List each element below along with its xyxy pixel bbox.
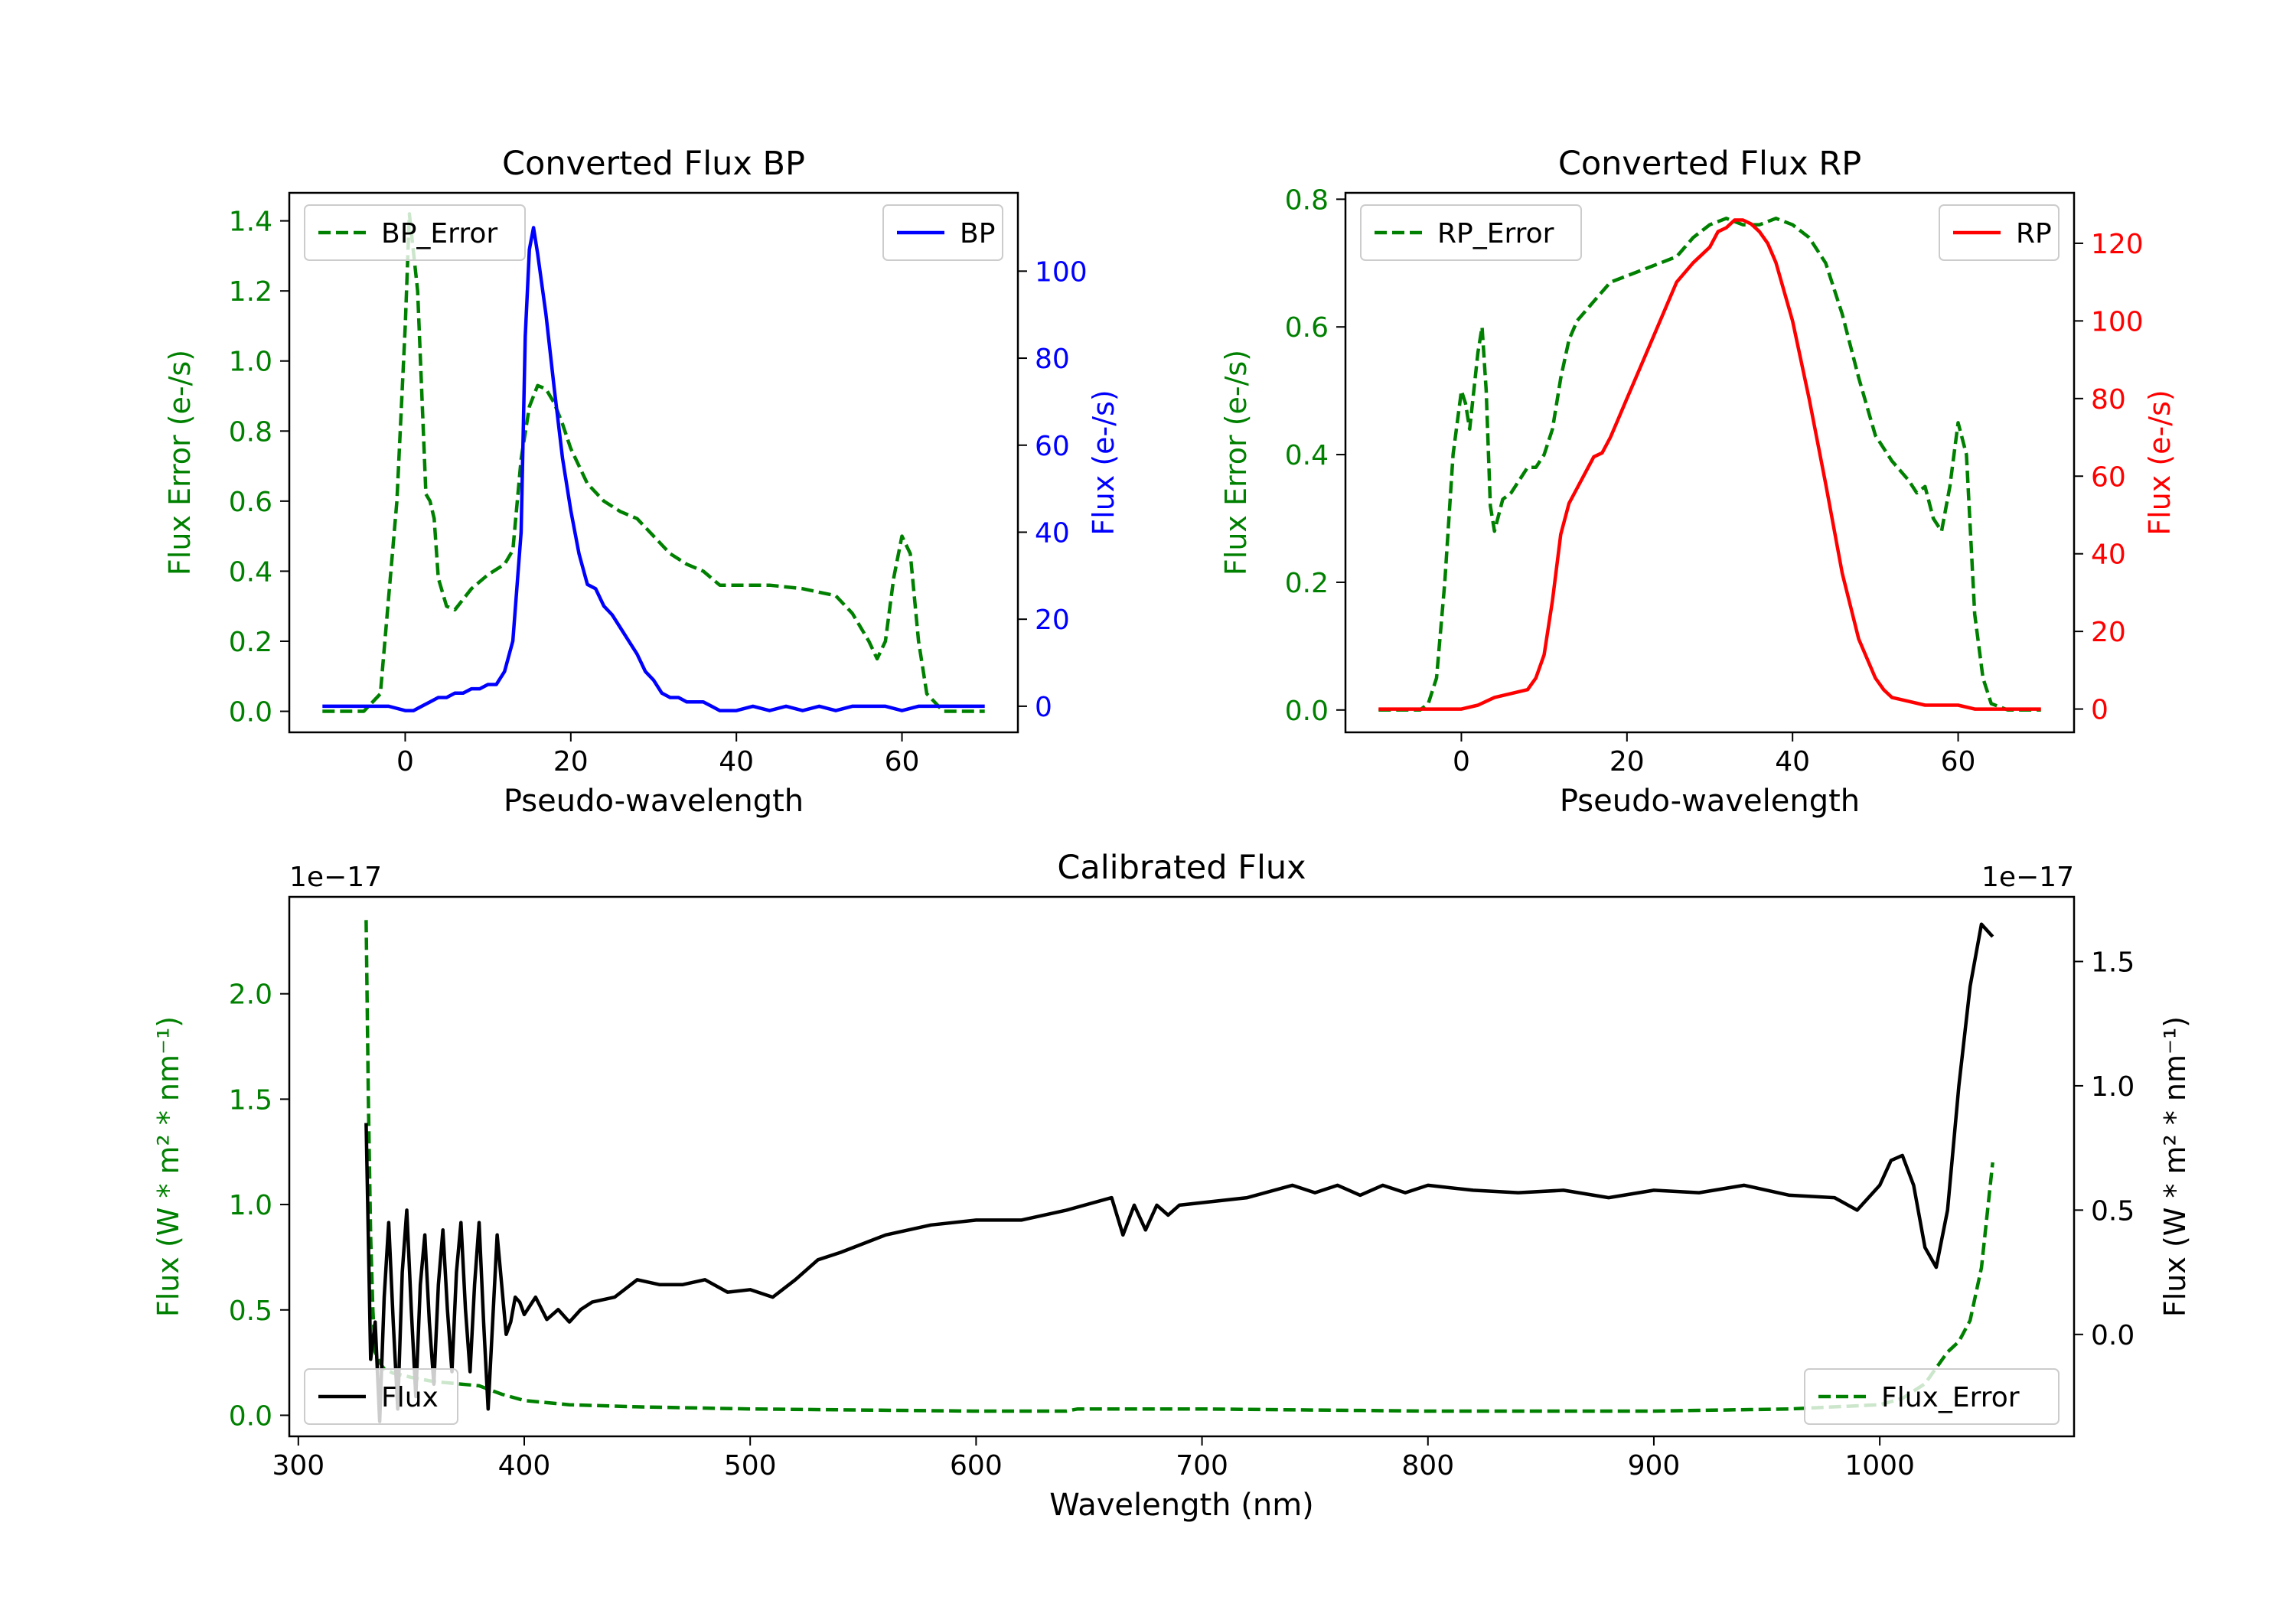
bp-title: Converted Flux BP [502,145,805,183]
bp-ytick-left-label: 0.4 [229,556,272,588]
cal-xtick-label: 500 [724,1450,777,1482]
cal-ytick-left-label: 2.0 [229,980,272,1011]
bp-xtick-label: 40 [719,746,754,777]
rp-legend-right: RP [1939,204,2060,261]
rp-legend-right-label: RP [2016,218,2052,249]
bp-ytick-left-label: 0.0 [229,697,272,729]
bp-legend-right-label: BP [960,218,995,249]
cal-ytick-left-label: 1.5 [229,1084,272,1116]
bp-ytick-right-label: 100 [1035,256,1088,288]
cal-ylabel-left: Flux (W * m² * nm⁻¹) [152,1016,185,1317]
bp-series-bp-line [322,226,985,712]
bp-ytick-right-label: 40 [1035,517,1070,549]
bp-ylabel-right: Flux (e-/s) [1087,390,1120,535]
cal-axes-frame [288,895,2076,1438]
rp-ytick-right-label: 60 [2091,461,2126,493]
cal-legend-left-label: Flux [381,1382,439,1413]
cal-ytick-right-label: 0.0 [2091,1320,2135,1351]
rp-ytick-left-label: 0.0 [1285,696,1329,727]
rp-legend-left: RP_Error [1360,204,1582,261]
rp-legend-left-box [1360,204,1582,261]
cal-legend-right-label: Flux_Error [1881,1382,2020,1413]
rp-xtick-label: 20 [1609,746,1645,777]
bp-ytick-right-label: 0 [1035,692,1052,723]
cal-xtick-label: 800 [1401,1450,1454,1482]
rp-ytick-right-label: 0 [2091,695,2108,726]
cal-xtick-label: 700 [1176,1450,1228,1482]
bp-ylabel-left: Flux Error (e-/s) [163,350,197,575]
cal-xlabel: Wavelength (nm) [1049,1488,1314,1523]
cal-legend-right: Flux_Error [1804,1368,2060,1425]
rp-series-rp-line [1378,218,2041,711]
bp-chart: Converted Flux BP 0 20 40 60 Pseudo-wavelengt… [163,145,1120,819]
cal-offset-right: 1e−17 [1981,862,2074,893]
cal-legend-right-box [1804,1368,2060,1425]
bp-ytick-right-label: 80 [1035,344,1070,375]
rp-title: Converted Flux RP [1558,145,1861,183]
rp-ytick-left-label: 0.8 [1285,184,1329,216]
cal-xtick-label: 400 [498,1450,551,1482]
cal-ytick-left-label: 0.0 [229,1400,272,1432]
rp-ytick-left-label: 0.6 [1285,312,1329,344]
rp-axes-frame [1344,191,2076,734]
rp-ytick-right-label: 80 [2091,384,2126,416]
bp-ytick-left-label: 0.8 [229,416,272,448]
rp-legend-left-label: RP_Error [1437,218,1554,249]
bp-xlabel: Pseudo-wavelength [504,784,804,819]
bp-axes-frame [288,191,1019,734]
bp-legend-left-label: BP_Error [381,218,497,249]
cal-ytick-right-label: 1.0 [2091,1071,2135,1103]
cal-ylabel-right: Flux (W * m² * nm⁻¹) [2158,1016,2192,1317]
rp-ytick-left-label: 0.2 [1285,568,1329,599]
rp-ytick-left-label: 0.4 [1285,440,1329,471]
cal-chart: Calibrated Flux 300 400 500 600 700 800 900 1000… [152,849,2192,1523]
rp-ytick-right-label: 20 [2091,617,2126,648]
bp-legend-left: BP_Error [304,204,526,261]
cal-ytick-left-label: 0.5 [229,1296,272,1327]
rp-ylabel-left: Flux Error (e-/s) [1219,350,1253,575]
bp-ytick-left-label: 0.6 [229,487,272,518]
cal-legend-left: Flux [304,1368,458,1425]
cal-legend-left-box [304,1368,458,1425]
rp-xlabel: Pseudo-wavelength [1560,784,1860,819]
rp-xtick-label: 60 [1941,746,1976,777]
cal-ytick-right-label: 0.5 [2091,1195,2135,1227]
bp-ytick-left-label: 1.0 [229,347,272,378]
rp-ytick-right-label: 40 [2091,539,2126,571]
bp-xtick-label: 60 [885,746,920,777]
cal-xtick-label: 300 [272,1450,325,1482]
bp-ytick-left-label: 0.2 [229,627,272,658]
rp-ylabel-right: Flux (e-/s) [2143,390,2177,535]
bp-ytick-right-label: 60 [1035,431,1070,462]
cal-ytick-left-label: 1.0 [229,1190,272,1221]
cal-xtick-label: 1000 [1844,1450,1915,1482]
rp-xtick-label: 40 [1775,746,1810,777]
cal-title: Calibrated Flux [1057,849,1306,887]
cal-xtick-label: 900 [1628,1450,1681,1482]
bp-xtick-label: 20 [553,746,589,777]
rp-ytick-right-label: 120 [2091,229,2144,260]
bp-ytick-right-label: 20 [1035,605,1070,636]
bp-series-bp-error-line [322,212,985,713]
rp-xtick-label: 0 [1453,746,1470,777]
cal-series-flux-line [364,922,1994,1423]
bp-xtick-label: 0 [396,746,414,777]
rp-chart: Converted Flux RP 0 20 40 60 Pseudo-wavelengt… [1219,145,2177,819]
bp-ytick-left-label: 1.2 [229,276,272,308]
cal-offset-left: 1e−17 [289,862,382,893]
rp-ytick-right-label: 100 [2091,306,2144,337]
rp-series-rp-error-line [1378,217,2041,712]
cal-xtick-label: 600 [950,1450,1003,1482]
bp-legend-right: BP [882,204,1003,261]
bp-legend-left-box [304,204,526,261]
cal-ytick-right-label: 1.5 [2091,947,2135,978]
bp-ytick-left-label: 1.4 [229,207,272,238]
